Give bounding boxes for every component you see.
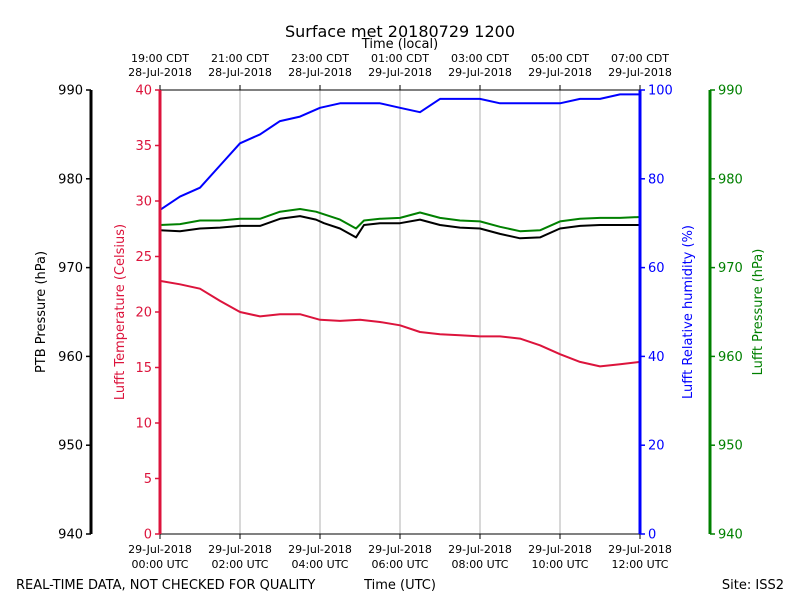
y-tick-label-temp: 0 [144, 528, 152, 543]
top-tick-label-date: 28-Jul-2018 [128, 66, 192, 79]
top-tick-label-time: 19:00 CDT [131, 52, 189, 65]
top-tick-label-time: 03:00 CDT [451, 52, 509, 65]
y-tick-label-lp: 980 [718, 172, 743, 187]
y-tick-label-rh: 80 [648, 172, 665, 187]
y-tick-label-temp: 35 [135, 139, 152, 154]
series-line-temp [159, 279, 641, 368]
x-tick-label-date: 29-Jul-2018 [608, 543, 672, 556]
y-tick-label-ptb: 960 [58, 350, 83, 365]
x-axis-title: Time (UTC) [363, 578, 436, 593]
x-tick-label-utc: 10:00 UTC [531, 558, 588, 571]
y-tick-label-temp: 40 [135, 84, 152, 99]
y-axis-title-lp: Lufft Pressure (hPa) [751, 249, 766, 376]
x-tick-label-date: 29-Jul-2018 [528, 543, 592, 556]
y-tick-label-rh: 100 [648, 84, 673, 99]
top-tick-label-time: 07:00 CDT [611, 52, 669, 65]
y-tick-label-ptb: 980 [58, 172, 83, 187]
x-tick-label-date: 29-Jul-2018 [288, 543, 352, 556]
y-tick-label-temp: 15 [135, 361, 152, 376]
top-tick-label-date: 28-Jul-2018 [208, 66, 272, 79]
top-tick-label-time: 05:00 CDT [531, 52, 589, 65]
x-tick-label-utc: 06:00 UTC [371, 558, 428, 571]
y-tick-label-rh: 40 [648, 350, 665, 365]
y-tick-label-lp: 950 [718, 439, 743, 454]
y-tick-label-ptb: 990 [58, 84, 83, 99]
x-tick-label-utc: 08:00 UTC [451, 558, 508, 571]
chart-title: Surface met 20180729 1200 [285, 22, 515, 41]
series-line-rh [159, 93, 640, 211]
x-tick-label-utc: 04:00 UTC [291, 558, 348, 571]
y-tick-label-temp: 30 [135, 195, 152, 210]
x-tick-label-date: 29-Jul-2018 [368, 543, 432, 556]
x-tick-label-date: 29-Jul-2018 [448, 543, 512, 556]
x-tick-label-date: 29-Jul-2018 [208, 543, 272, 556]
y-axis-title-temp: Lufft Temperature (Celsius) [113, 224, 128, 400]
y-tick-label-ptb: 950 [58, 439, 83, 454]
tick-layer: 29-Jul-2018 00:00 UTC 29-Jul-2018 02:00 UTC… [34, 52, 766, 571]
y-tick-label-temp: 25 [135, 250, 152, 265]
y-tick-label-lp: 970 [718, 261, 743, 276]
top-tick-label-time: 21:00 CDT [211, 52, 269, 65]
y-axis-title-rh: Lufft Relative humidity (%) [681, 225, 696, 399]
y-axis-title-ptb: PTB Pressure (hPa) [34, 251, 49, 373]
top-tick-label-time: 23:00 CDT [291, 52, 349, 65]
y-tick-label-temp: 10 [135, 417, 152, 432]
y-tick-label-temp: 5 [144, 472, 152, 487]
y-tick-label-rh: 60 [648, 261, 665, 276]
y-tick-label-ptb: 940 [58, 528, 83, 543]
x-tick-label-date: 29-Jul-2018 [128, 543, 192, 556]
top-tick-label-date: 29-Jul-2018 [448, 66, 512, 79]
top-tick-label-date: 29-Jul-2018 [368, 66, 432, 79]
y-tick-label-lp: 940 [718, 528, 743, 543]
x-tick-label-utc: 00:00 UTC [131, 558, 188, 571]
y-tick-label-ptb: 970 [58, 261, 83, 276]
series-layer [159, 93, 641, 368]
top-tick-label-date: 29-Jul-2018 [608, 66, 672, 79]
footer-note: REAL-TIME DATA, NOT CHECKED FOR QUALITY [16, 578, 315, 593]
y-tick-label-rh: 0 [648, 528, 656, 543]
grid-layer [239, 90, 561, 534]
y-tick-label-lp: 990 [718, 84, 743, 99]
x-tick-label-utc: 12:00 UTC [611, 558, 668, 571]
series-line-lp [159, 208, 641, 233]
top-tick-label-date: 29-Jul-2018 [528, 66, 592, 79]
top-tick-label-date: 28-Jul-2018 [288, 66, 352, 79]
top-tick-label-time: 01:00 CDT [371, 52, 429, 65]
y-tick-label-lp: 960 [718, 350, 743, 365]
y-tick-label-temp: 20 [135, 306, 152, 321]
y-tick-label-rh: 20 [648, 439, 665, 454]
x-tick-label-utc: 02:00 UTC [211, 558, 268, 571]
series-line-ptb [159, 215, 640, 240]
top-axis-title: Time (local) [361, 37, 438, 52]
site-label: Site: ISS2 [722, 578, 784, 593]
